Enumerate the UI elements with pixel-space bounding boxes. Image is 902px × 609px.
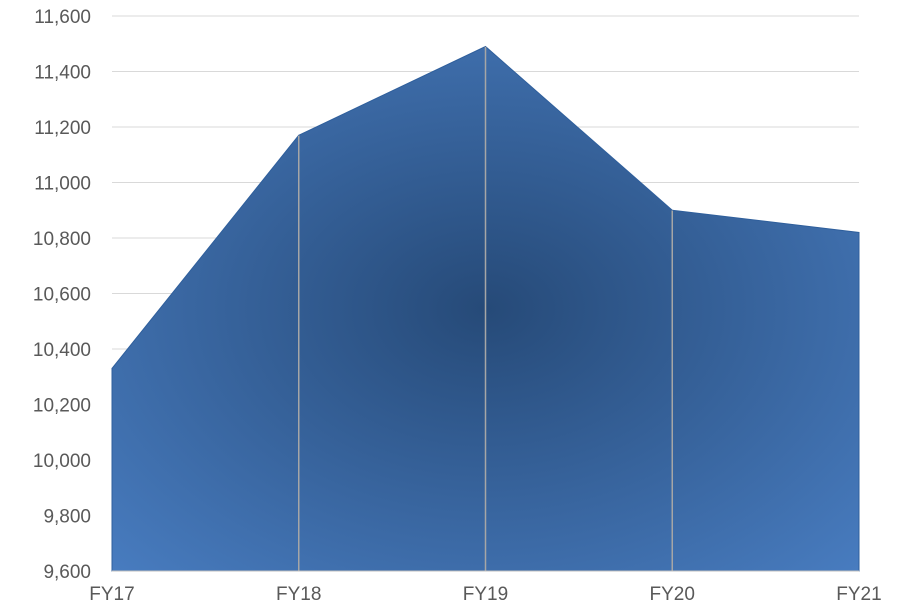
data-point: [671, 209, 673, 211]
x-tick-label: FY18: [276, 584, 321, 605]
y-tick-label: 11,400: [34, 63, 91, 84]
x-tick-label: FY21: [836, 584, 881, 605]
data-point: [858, 231, 860, 233]
y-tick-label: 10,000: [33, 451, 91, 472]
y-tick-label: 11,200: [34, 118, 91, 139]
y-tick-label: 10,400: [33, 340, 91, 361]
y-tick-label: 10,800: [33, 229, 91, 250]
y-tick-label: 10,200: [33, 396, 91, 417]
x-tick-label: FY20: [650, 584, 695, 605]
y-tick-label: 9,800: [43, 507, 91, 528]
x-tick-label: FY17: [89, 584, 134, 605]
y-tick-label: 10,600: [33, 285, 91, 306]
data-point: [111, 367, 113, 369]
y-axis-tick-labels: 9,600 9,800 10,000 10,200 10,400 10,600 10,800…: [33, 7, 91, 583]
x-tick-label: FY19: [463, 584, 508, 605]
y-tick-label: 11,600: [34, 7, 91, 28]
data-point: [298, 134, 300, 136]
x-axis-tick-labels: FY17 FY18 FY19 FY20 FY21: [89, 584, 881, 605]
y-tick-label: 9,600: [43, 562, 91, 583]
y-tick-label: 11,000: [34, 174, 91, 195]
drop-lines: [111, 46, 860, 571]
data-point: [485, 46, 486, 48]
